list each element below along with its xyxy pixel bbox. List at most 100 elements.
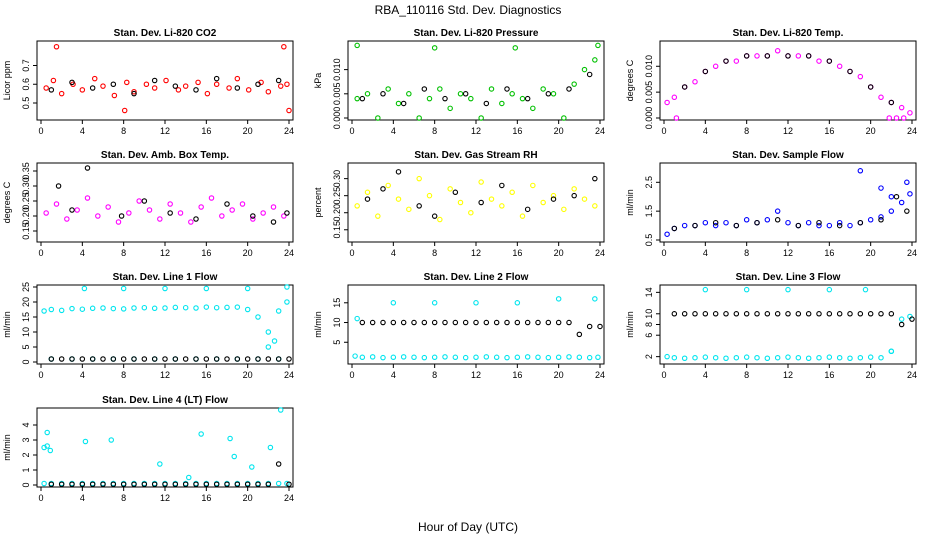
data-point <box>375 213 381 219</box>
data-point <box>478 179 484 185</box>
chart-panel: Stan. Dev. Li-820 Temp. degrees C 0 4 8 12 16 2… <box>625 28 917 136</box>
x-tick-label: 0 <box>349 370 354 380</box>
x-tick-label: 4 <box>703 126 708 136</box>
data-point <box>203 356 210 362</box>
data-point <box>255 356 261 362</box>
data-point <box>468 209 474 216</box>
data-point <box>550 91 557 97</box>
data-point <box>172 356 179 362</box>
data-point <box>826 222 833 229</box>
data-point <box>702 286 709 293</box>
data-point <box>857 219 864 226</box>
x-tick-label: 8 <box>121 493 126 503</box>
y-tick-label: 4 <box>21 422 31 427</box>
data-point <box>431 354 438 361</box>
data-point <box>904 179 910 186</box>
data-point <box>888 99 895 106</box>
data-point <box>723 355 729 361</box>
y-tick-label: 0.25 <box>332 187 342 205</box>
data-point <box>364 189 371 196</box>
data-point <box>847 222 853 229</box>
data-point <box>692 311 698 317</box>
data-point <box>157 461 163 467</box>
data-point <box>118 213 125 219</box>
data-point <box>74 207 80 213</box>
data-point <box>519 95 526 102</box>
x-tick-label: 16 <box>201 248 211 258</box>
data-point <box>826 354 833 360</box>
data-point <box>229 207 235 213</box>
data-point <box>493 319 500 326</box>
data-point <box>421 86 428 92</box>
data-point <box>592 203 598 209</box>
data-point <box>203 304 210 310</box>
data-point <box>84 165 91 171</box>
data-point <box>785 311 791 317</box>
y-tick-label: 14 <box>644 287 654 297</box>
data-point <box>281 213 287 219</box>
plot-title: Stan. Dev. Line 3 Flow <box>736 272 841 283</box>
data-point <box>406 206 412 213</box>
y-tick-label: 0.35 <box>21 162 31 180</box>
data-point <box>581 66 588 73</box>
data-point <box>265 89 272 95</box>
data-point <box>385 182 391 189</box>
y-tick-label: 0.005 <box>332 83 342 106</box>
plot-title: Stan. Dev. Li-820 Pressure <box>414 28 539 39</box>
data-point <box>671 225 678 232</box>
data-point <box>203 481 210 487</box>
data-point <box>867 217 874 223</box>
y-tick-label: 0.20 <box>21 207 31 225</box>
data-point <box>468 95 474 102</box>
data-point <box>836 222 843 229</box>
data-point <box>867 311 874 317</box>
data-point <box>805 311 812 317</box>
plot-frame <box>36 40 294 121</box>
y-axis-label: degrees C <box>625 59 635 101</box>
data-point <box>743 286 750 293</box>
data-point <box>431 319 438 326</box>
data-point <box>878 354 884 361</box>
data-point <box>561 206 567 213</box>
data-point <box>213 356 220 362</box>
x-tick-label: 8 <box>121 126 126 136</box>
data-point <box>514 300 521 306</box>
data-point <box>723 311 729 317</box>
data-point <box>58 356 65 362</box>
x-tick-label: 8 <box>432 370 437 380</box>
data-point <box>452 319 459 326</box>
x-tick-label: 24 <box>907 370 917 380</box>
data-point <box>79 306 86 312</box>
data-point <box>723 219 729 226</box>
plot-frame <box>36 162 294 243</box>
x-tick-label: 4 <box>391 370 396 380</box>
data-point <box>239 201 246 207</box>
data-point <box>586 71 593 78</box>
data-point <box>437 216 443 223</box>
chart-panel: Stan. Dev. Li-820 Pressure kPa 0 4 8 12 16 20 24… <box>313 28 605 136</box>
x-tick-label: 12 <box>160 126 170 136</box>
data-point <box>764 311 771 317</box>
y-tick-label: 0.5 <box>21 97 31 110</box>
x-tick-label: 24 <box>284 370 294 380</box>
data-point <box>162 481 168 487</box>
x-tick-label: 12 <box>160 493 170 503</box>
data-point <box>234 481 241 487</box>
data-point <box>91 75 98 82</box>
data-point <box>733 222 740 229</box>
x-tick-label: 8 <box>121 370 126 380</box>
data-point <box>131 305 137 311</box>
data-point <box>277 83 284 89</box>
data-point <box>175 87 182 93</box>
data-point <box>816 222 822 229</box>
plot-frame <box>347 40 605 121</box>
data-point <box>847 355 853 361</box>
data-point <box>904 208 910 214</box>
data-point <box>447 105 453 112</box>
data-point <box>733 58 740 64</box>
figure-xlabel: Hour of Day (UTC) <box>418 520 518 534</box>
data-point <box>416 115 422 121</box>
data-point <box>524 319 531 326</box>
y-tick-label: 0.20 <box>332 204 342 222</box>
